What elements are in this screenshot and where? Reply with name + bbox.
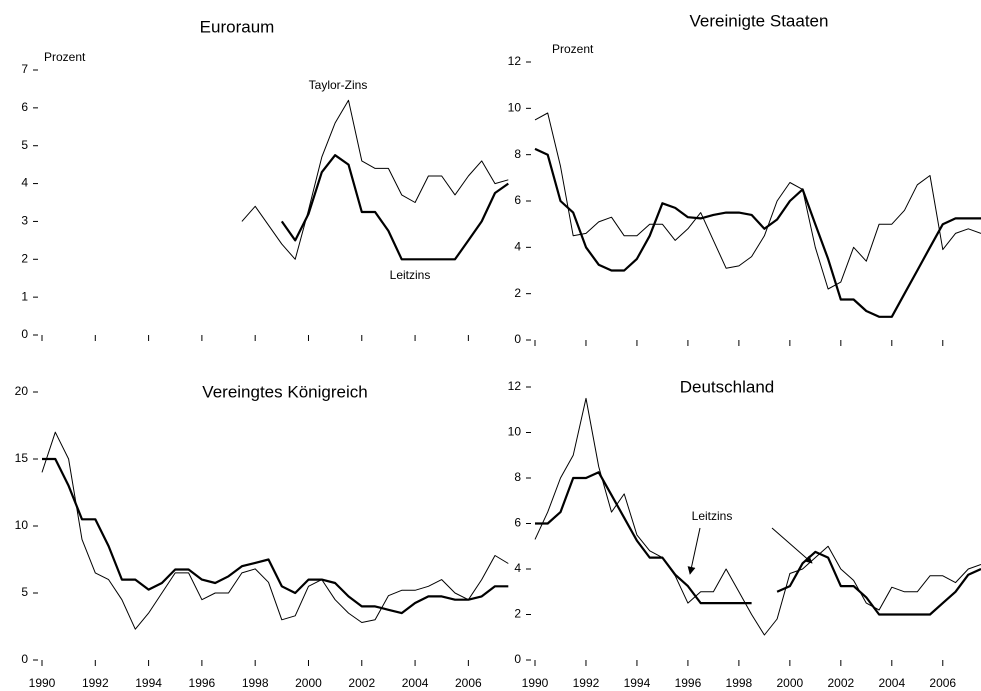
x-tick-label: 1998 bbox=[726, 676, 753, 690]
x-tick-label: 1996 bbox=[189, 676, 216, 690]
chart-title: Vereingtes Königreich bbox=[202, 382, 367, 401]
annotation-arrow bbox=[687, 527, 701, 575]
y-tick-label: 4 bbox=[21, 176, 28, 190]
x-tick-label: 1992 bbox=[573, 676, 600, 690]
x-tick-label: 2002 bbox=[348, 676, 375, 690]
x-tick-label: 1998 bbox=[242, 676, 269, 690]
x-tick-label: 1996 bbox=[675, 676, 702, 690]
y-tick-label: 3 bbox=[21, 214, 28, 228]
series-line bbox=[534, 397, 981, 636]
y-tick-label: 20 bbox=[15, 384, 29, 398]
y-tick-label: 6 bbox=[514, 516, 521, 530]
y-tick-label: 10 bbox=[508, 101, 522, 115]
x-tick-label: 2000 bbox=[777, 676, 804, 690]
annotation: Leitzins bbox=[692, 509, 733, 523]
y-tick-label: 0 bbox=[21, 652, 28, 666]
y-tick-label: 5 bbox=[21, 585, 28, 599]
series-line bbox=[535, 471, 981, 616]
series-line bbox=[534, 112, 981, 290]
series-line bbox=[41, 431, 509, 630]
x-tick-label: 2000 bbox=[295, 676, 322, 690]
annotation: Leitzins bbox=[390, 268, 431, 282]
y-tick-label: 0 bbox=[514, 652, 521, 666]
x-tick-label: 1994 bbox=[624, 676, 651, 690]
annotation-arrow bbox=[771, 527, 813, 564]
x-tick-label: 1990 bbox=[29, 676, 56, 690]
series-line bbox=[241, 99, 509, 260]
y-tick-label: 10 bbox=[15, 518, 29, 532]
y-tick-label: 6 bbox=[21, 100, 28, 114]
x-tick-label: 2004 bbox=[402, 676, 429, 690]
y-tick-label: 0 bbox=[514, 332, 521, 346]
y-axis-label: Prozent bbox=[552, 42, 594, 56]
chart-title: Euroraum bbox=[200, 17, 275, 36]
y-tick-label: 12 bbox=[508, 54, 522, 68]
x-tick-label: 2002 bbox=[827, 676, 854, 690]
y-tick-label: 15 bbox=[15, 451, 29, 465]
y-tick-label: 7 bbox=[21, 62, 28, 76]
y-axis-label: Prozent bbox=[44, 50, 86, 64]
x-tick-label: 2006 bbox=[929, 676, 956, 690]
annotation: Taylor-Zins bbox=[309, 78, 368, 92]
series-line bbox=[42, 457, 509, 615]
x-tick-label: 1994 bbox=[135, 676, 162, 690]
y-tick-label: 2 bbox=[514, 286, 521, 300]
x-tick-label: 1990 bbox=[522, 676, 549, 690]
series-line bbox=[280, 154, 509, 261]
series-line bbox=[534, 147, 981, 318]
y-tick-label: 5 bbox=[21, 138, 28, 152]
chart-title: Deutschland bbox=[680, 377, 775, 396]
y-tick-label: 8 bbox=[514, 147, 521, 161]
y-tick-label: 0 bbox=[21, 327, 28, 341]
y-tick-label: 4 bbox=[514, 561, 521, 575]
x-tick-label: 1992 bbox=[82, 676, 109, 690]
y-tick-label: 2 bbox=[21, 251, 28, 265]
x-tick-label: 2004 bbox=[878, 676, 905, 690]
y-tick-label: 2 bbox=[514, 607, 521, 621]
y-tick-label: 10 bbox=[508, 425, 522, 439]
y-tick-label: 12 bbox=[508, 379, 522, 393]
x-tick-label: 2006 bbox=[455, 676, 482, 690]
y-tick-label: 1 bbox=[21, 289, 28, 303]
chart-title: Vereinigte Staaten bbox=[690, 11, 829, 30]
y-tick-label: 4 bbox=[514, 240, 521, 254]
y-tick-label: 6 bbox=[514, 193, 521, 207]
y-tick-label: 8 bbox=[514, 470, 521, 484]
